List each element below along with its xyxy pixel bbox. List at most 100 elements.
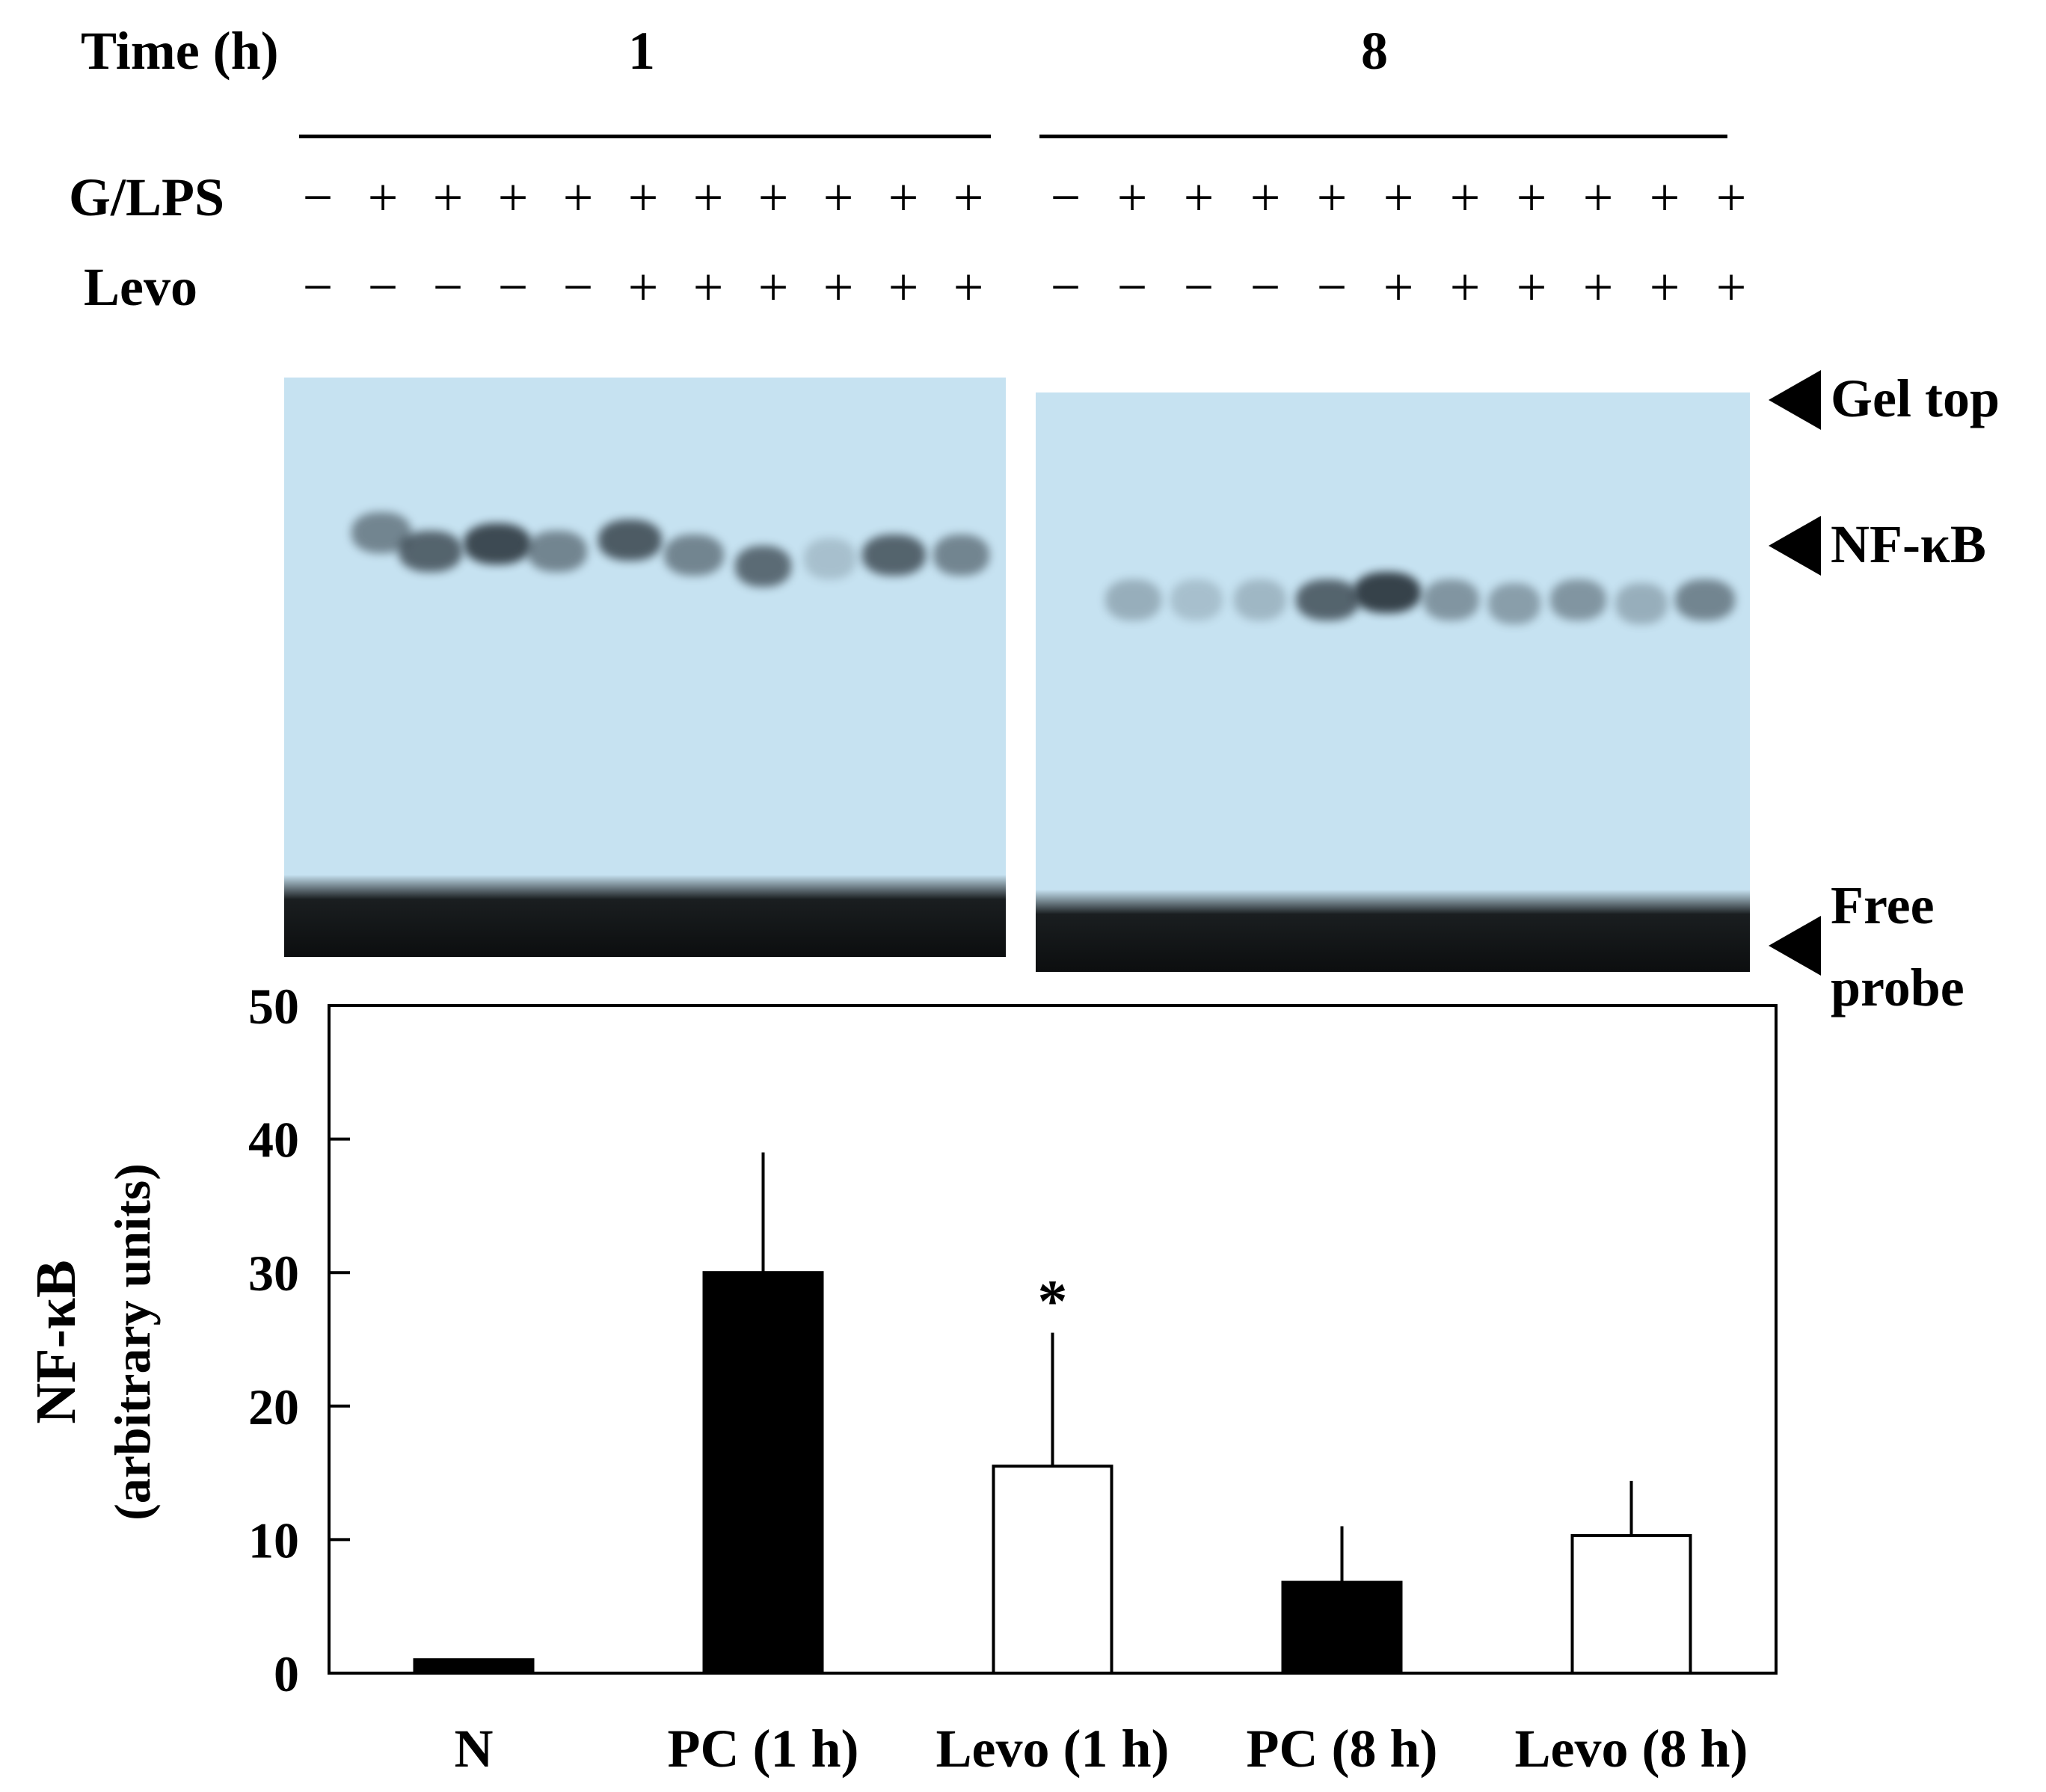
- levo-sign: +: [1449, 257, 1481, 317]
- levo-sign: −: [1116, 257, 1148, 317]
- g-lps-sign: +: [497, 167, 529, 227]
- nfkb-band: [1105, 579, 1161, 621]
- g-lps-sign: +: [1582, 167, 1614, 227]
- levo-sign: +: [1516, 257, 1547, 317]
- nfkb-band: [1549, 579, 1606, 621]
- nfkb-band: [1422, 579, 1479, 621]
- x-tick-label: N: [455, 1719, 494, 1779]
- levo-sign: +: [823, 257, 854, 317]
- nfkb-band: [1295, 579, 1360, 621]
- y-tick-label: 0: [274, 1645, 299, 1702]
- g-lps-sign: +: [1316, 167, 1348, 227]
- levo-sign: −: [432, 257, 464, 317]
- nfkb-band: [398, 531, 462, 572]
- nfkb-band: [1675, 579, 1735, 621]
- g-lps-sign: +: [1516, 167, 1547, 227]
- g-lps-sign: +: [1250, 167, 1281, 227]
- g-lps-sign: +: [367, 167, 399, 227]
- gel-image-8h: [1036, 392, 1750, 972]
- free-probe-band: [284, 875, 1006, 957]
- nfkb-band: [1488, 583, 1540, 624]
- g-lps-sign: +: [627, 167, 659, 227]
- g-lps-label: G/LPS: [69, 167, 225, 227]
- nfkb-band: [664, 535, 724, 576]
- levo-sign: −: [497, 257, 529, 317]
- levo-sign: +: [692, 257, 724, 317]
- nfkb-band: [1234, 579, 1286, 621]
- y-tick-label: 50: [248, 978, 299, 1035]
- levo-sign: −: [1250, 257, 1281, 317]
- bar: [1570, 1534, 1692, 1675]
- levo-sign: −: [1050, 257, 1081, 317]
- g-lps-sign: +: [1715, 167, 1747, 227]
- time-group-1: 1: [628, 21, 655, 81]
- y-tick-label: 40: [248, 1112, 299, 1169]
- bar: [1281, 1580, 1403, 1675]
- levo-label: Levo: [84, 257, 197, 317]
- g-lps-sign: +: [432, 167, 464, 227]
- nfkb-band: [1615, 583, 1668, 624]
- bar: [992, 1465, 1113, 1675]
- x-tick-label: Levo (1 h): [936, 1719, 1170, 1779]
- levo-sign: +: [888, 257, 919, 317]
- nfkb-band: [527, 531, 587, 572]
- nfkb-band: [597, 520, 662, 561]
- g-lps-sign: +: [1449, 167, 1481, 227]
- nfkb-marker: NF-κB: [1831, 514, 1986, 574]
- free-probe-band: [1036, 890, 1750, 972]
- g-lps-sign: −: [1050, 167, 1081, 227]
- gel-top-arrow-icon: [1769, 370, 1821, 430]
- levo-sign: +: [953, 257, 984, 317]
- nfkb-band: [804, 538, 856, 579]
- y-tick-label: 30: [248, 1245, 299, 1302]
- g-lps-sign: +: [1649, 167, 1680, 227]
- g-lps-sign: +: [758, 167, 789, 227]
- gel-image-1h: [284, 378, 1006, 957]
- nfkb-band: [464, 523, 531, 564]
- g-lps-sign: +: [692, 167, 724, 227]
- free-probe-marker-line2: probe: [1831, 958, 1964, 1017]
- group-1-rule: [299, 135, 991, 138]
- y-tick-label: 20: [248, 1379, 299, 1435]
- g-lps-sign: +: [562, 167, 594, 227]
- levo-sign: +: [1649, 257, 1680, 317]
- nfkb-band: [861, 535, 926, 576]
- g-lps-sign: +: [953, 167, 984, 227]
- x-tick-label: PC (8 h): [1247, 1719, 1438, 1779]
- significance-asterisk: *: [1038, 1269, 1068, 1335]
- levo-sign: −: [1183, 257, 1214, 317]
- levo-sign: +: [1715, 257, 1747, 317]
- free-probe-arrow-icon: [1769, 916, 1821, 976]
- y-axis-label-units: (arbitrary units): [104, 1163, 161, 1521]
- nfkb-arrow-icon: [1769, 516, 1821, 576]
- g-lps-sign: +: [1116, 167, 1148, 227]
- levo-sign: +: [627, 257, 659, 317]
- levo-sign: +: [758, 257, 789, 317]
- bar: [702, 1271, 824, 1675]
- time-group-8: 8: [1361, 21, 1388, 81]
- g-lps-sign: +: [888, 167, 919, 227]
- y-tick-label: 10: [248, 1512, 299, 1568]
- nfkb-band: [734, 546, 791, 587]
- g-lps-sign: −: [302, 167, 334, 227]
- group-8-rule: [1039, 135, 1727, 138]
- x-tick-label: PC (1 h): [668, 1719, 859, 1779]
- levo-sign: −: [1316, 257, 1348, 317]
- levo-sign: +: [1582, 257, 1614, 317]
- levo-sign: −: [562, 257, 594, 317]
- g-lps-sign: +: [1383, 167, 1414, 227]
- free-probe-marker-line1: Free: [1831, 875, 1935, 935]
- g-lps-sign: +: [823, 167, 854, 227]
- levo-sign: −: [367, 257, 399, 317]
- nfkb-band: [1354, 572, 1421, 613]
- nfkb-band: [933, 535, 989, 576]
- bar: [413, 1658, 535, 1675]
- y-axis-label: NF-κB: [25, 1260, 87, 1424]
- time-label: Time (h): [81, 21, 279, 81]
- gel-top-marker: Gel top: [1831, 369, 2000, 428]
- levo-sign: +: [1383, 257, 1414, 317]
- x-tick-label: Levo (8 h): [1515, 1719, 1748, 1779]
- levo-sign: −: [302, 257, 334, 317]
- g-lps-sign: +: [1183, 167, 1214, 227]
